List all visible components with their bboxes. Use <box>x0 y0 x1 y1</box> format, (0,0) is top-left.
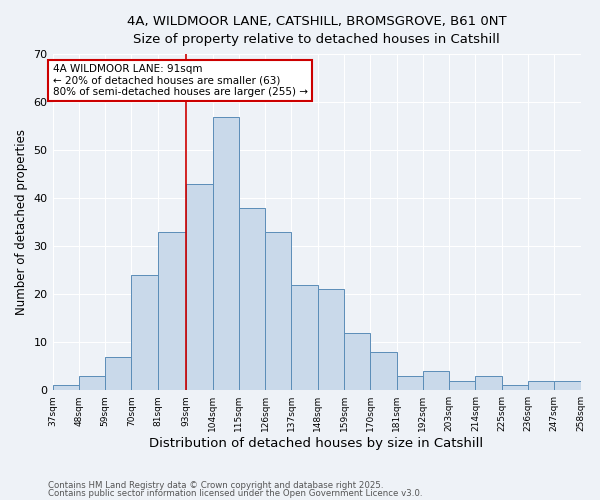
Bar <box>423 371 449 390</box>
Bar <box>239 208 265 390</box>
Bar <box>449 380 475 390</box>
Text: Contains public sector information licensed under the Open Government Licence v3: Contains public sector information licen… <box>48 488 422 498</box>
Bar <box>397 376 423 390</box>
Bar <box>318 290 344 390</box>
Bar <box>187 184 212 390</box>
Bar <box>370 352 397 390</box>
Text: 4A WILDMOOR LANE: 91sqm
← 20% of detached houses are smaller (63)
80% of semi-de: 4A WILDMOOR LANE: 91sqm ← 20% of detache… <box>53 64 308 97</box>
Title: 4A, WILDMOOR LANE, CATSHILL, BROMSGROVE, B61 0NT
Size of property relative to de: 4A, WILDMOOR LANE, CATSHILL, BROMSGROVE,… <box>127 15 506 46</box>
X-axis label: Distribution of detached houses by size in Catshill: Distribution of detached houses by size … <box>149 437 484 450</box>
Bar <box>131 275 158 390</box>
Bar <box>79 376 105 390</box>
Bar <box>475 376 502 390</box>
Text: Contains HM Land Registry data © Crown copyright and database right 2025.: Contains HM Land Registry data © Crown c… <box>48 481 383 490</box>
Bar <box>212 116 239 390</box>
Bar <box>158 232 187 390</box>
Bar <box>265 232 292 390</box>
Y-axis label: Number of detached properties: Number of detached properties <box>15 129 28 315</box>
Bar <box>344 332 370 390</box>
Bar <box>105 356 131 390</box>
Bar <box>502 386 528 390</box>
Bar <box>528 380 554 390</box>
Bar <box>292 284 318 390</box>
Bar <box>554 380 581 390</box>
Bar <box>53 386 79 390</box>
